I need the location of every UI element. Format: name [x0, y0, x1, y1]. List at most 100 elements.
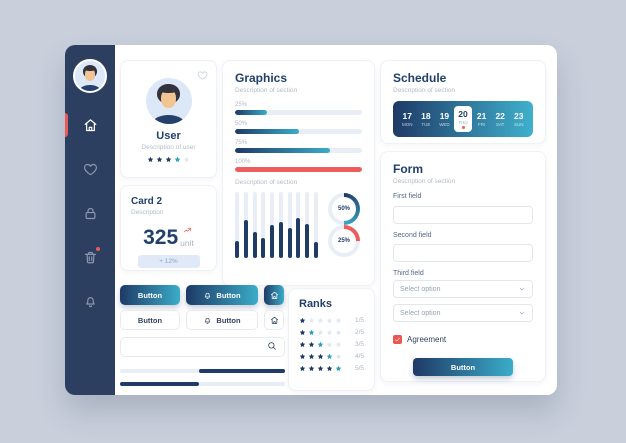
- rank-stars: [299, 365, 342, 372]
- progress-track: [235, 167, 362, 172]
- button-label: Button: [216, 290, 241, 300]
- sidebar-item-heart[interactable]: [65, 147, 115, 191]
- favorite-heart-icon[interactable]: [197, 68, 208, 80]
- dashboard-panel: User Description of user Card 2 Descript…: [65, 45, 557, 395]
- user-card-description: Description of user: [141, 144, 196, 151]
- rank-row: 4/5: [299, 353, 364, 360]
- bell-button[interactable]: Button: [186, 285, 258, 305]
- search-icon: [268, 342, 276, 350]
- calendar-day-20[interactable]: 20 THU: [453, 106, 473, 132]
- calendar-day-22[interactable]: 22 SAT: [491, 108, 510, 130]
- trash-icon: [84, 251, 96, 263]
- ranks-title: Ranks: [299, 298, 333, 310]
- star-icon: [317, 353, 324, 360]
- day-number: 23: [514, 111, 524, 121]
- user-card-title: User: [156, 130, 181, 142]
- sidebar: [65, 45, 115, 395]
- calendar-day-23[interactable]: 23 SUN: [509, 108, 528, 130]
- checkbox-checked-icon[interactable]: [393, 335, 402, 344]
- star-icon: [317, 329, 324, 336]
- avatar-body: [152, 114, 185, 124]
- day-number: 21: [476, 111, 487, 121]
- bar-fill: [313, 242, 318, 258]
- search-input[interactable]: [121, 343, 267, 351]
- stat-card: Card 2 Description 325 unit + 12%: [120, 185, 217, 271]
- calendar-day-21[interactable]: 21 FRI: [472, 108, 491, 130]
- chart-description: Description of section: [235, 179, 298, 186]
- text-field[interactable]: [393, 205, 533, 224]
- button-row-primary: Button Button: [120, 285, 285, 305]
- progress-label: 50%: [235, 121, 248, 127]
- progress-fill: [235, 167, 362, 172]
- avatar-fringe: [84, 65, 96, 71]
- button[interactable]: Button: [120, 310, 180, 330]
- sidebar-item-lock[interactable]: [65, 191, 115, 235]
- progress-track: [235, 129, 362, 134]
- day-name: MON: [402, 122, 413, 127]
- day-number: 18: [421, 111, 431, 121]
- field-label: Second field: [393, 231, 432, 239]
- calendar-day-17[interactable]: 17 MON: [398, 108, 417, 130]
- star-icon: [335, 329, 342, 336]
- button-label: Button: [137, 315, 163, 325]
- donut-list: 50% 25%: [326, 192, 362, 258]
- rank-stars: [299, 329, 342, 336]
- form-card: Form Description of section First field S…: [380, 151, 546, 382]
- star-icon: [326, 317, 333, 324]
- select-value: Select option: [400, 309, 441, 317]
- select-field[interactable]: Select option: [393, 304, 533, 322]
- button[interactable]: Button: [120, 285, 180, 305]
- sidebar-item-trash[interactable]: [65, 235, 115, 279]
- slider-1[interactable]: [120, 369, 285, 373]
- button-row-outline: Button Button: [120, 310, 285, 330]
- select-field[interactable]: Select option: [393, 280, 533, 298]
- star-icon: [308, 365, 315, 372]
- star-icon: [299, 317, 306, 324]
- text-field[interactable]: [393, 244, 533, 262]
- bar-fill: [252, 231, 257, 258]
- search-icon[interactable]: [267, 338, 284, 356]
- bell-button[interactable]: Button: [186, 310, 258, 330]
- home-icon-button[interactable]: [264, 285, 284, 305]
- rank-row: 2/5: [299, 329, 364, 336]
- home-icon: [270, 316, 278, 324]
- bar-fill: [287, 228, 292, 258]
- day-name: WED: [439, 122, 450, 127]
- star-icon: [308, 317, 315, 324]
- avatar-fringe: [159, 84, 178, 93]
- bar-chart: [235, 192, 326, 258]
- sidebar-avatar[interactable]: [73, 59, 107, 93]
- progress-label: 100%: [235, 159, 251, 165]
- button-label: Button: [216, 315, 241, 325]
- sidebar-item-home[interactable]: [65, 103, 115, 147]
- sidebar-nav: [65, 103, 115, 323]
- user-card: User Description of user: [120, 60, 217, 178]
- form-fields: First field Second field: [393, 193, 533, 262]
- progress-row: 75%: [235, 140, 362, 153]
- bell-icon: [85, 296, 95, 307]
- star-icon: [308, 341, 315, 348]
- star-icon: [335, 341, 342, 348]
- slider-2[interactable]: [120, 382, 285, 386]
- donut-value: 50%: [332, 197, 356, 221]
- bar-fill: [235, 240, 239, 258]
- bar-fill: [261, 237, 266, 258]
- star-icon: [174, 156, 181, 163]
- heart-icon: [83, 163, 97, 175]
- agreement-row[interactable]: Agreement: [393, 335, 533, 344]
- stat-unit: unit: [180, 238, 194, 248]
- calendar-day-19[interactable]: 19 WED: [435, 108, 454, 130]
- sidebar-item-bell[interactable]: [65, 279, 115, 323]
- chevron-down-icon: [519, 311, 525, 315]
- schedule-card: Schedule Description of section 17 MON 18 T…: [380, 60, 546, 144]
- rank-label: 5/5: [354, 365, 364, 372]
- day-number: 19: [439, 111, 450, 121]
- home-icon-button[interactable]: [264, 310, 284, 330]
- rank-stars: [299, 317, 342, 324]
- agreement-label: Agreement: [407, 335, 447, 344]
- form-submit-button[interactable]: Button: [413, 358, 513, 376]
- form-description: Description of section: [393, 178, 456, 185]
- bar-fill: [296, 218, 301, 258]
- calendar-day-18[interactable]: 18 TUE: [417, 108, 436, 130]
- stat-card-description: Description: [131, 209, 164, 216]
